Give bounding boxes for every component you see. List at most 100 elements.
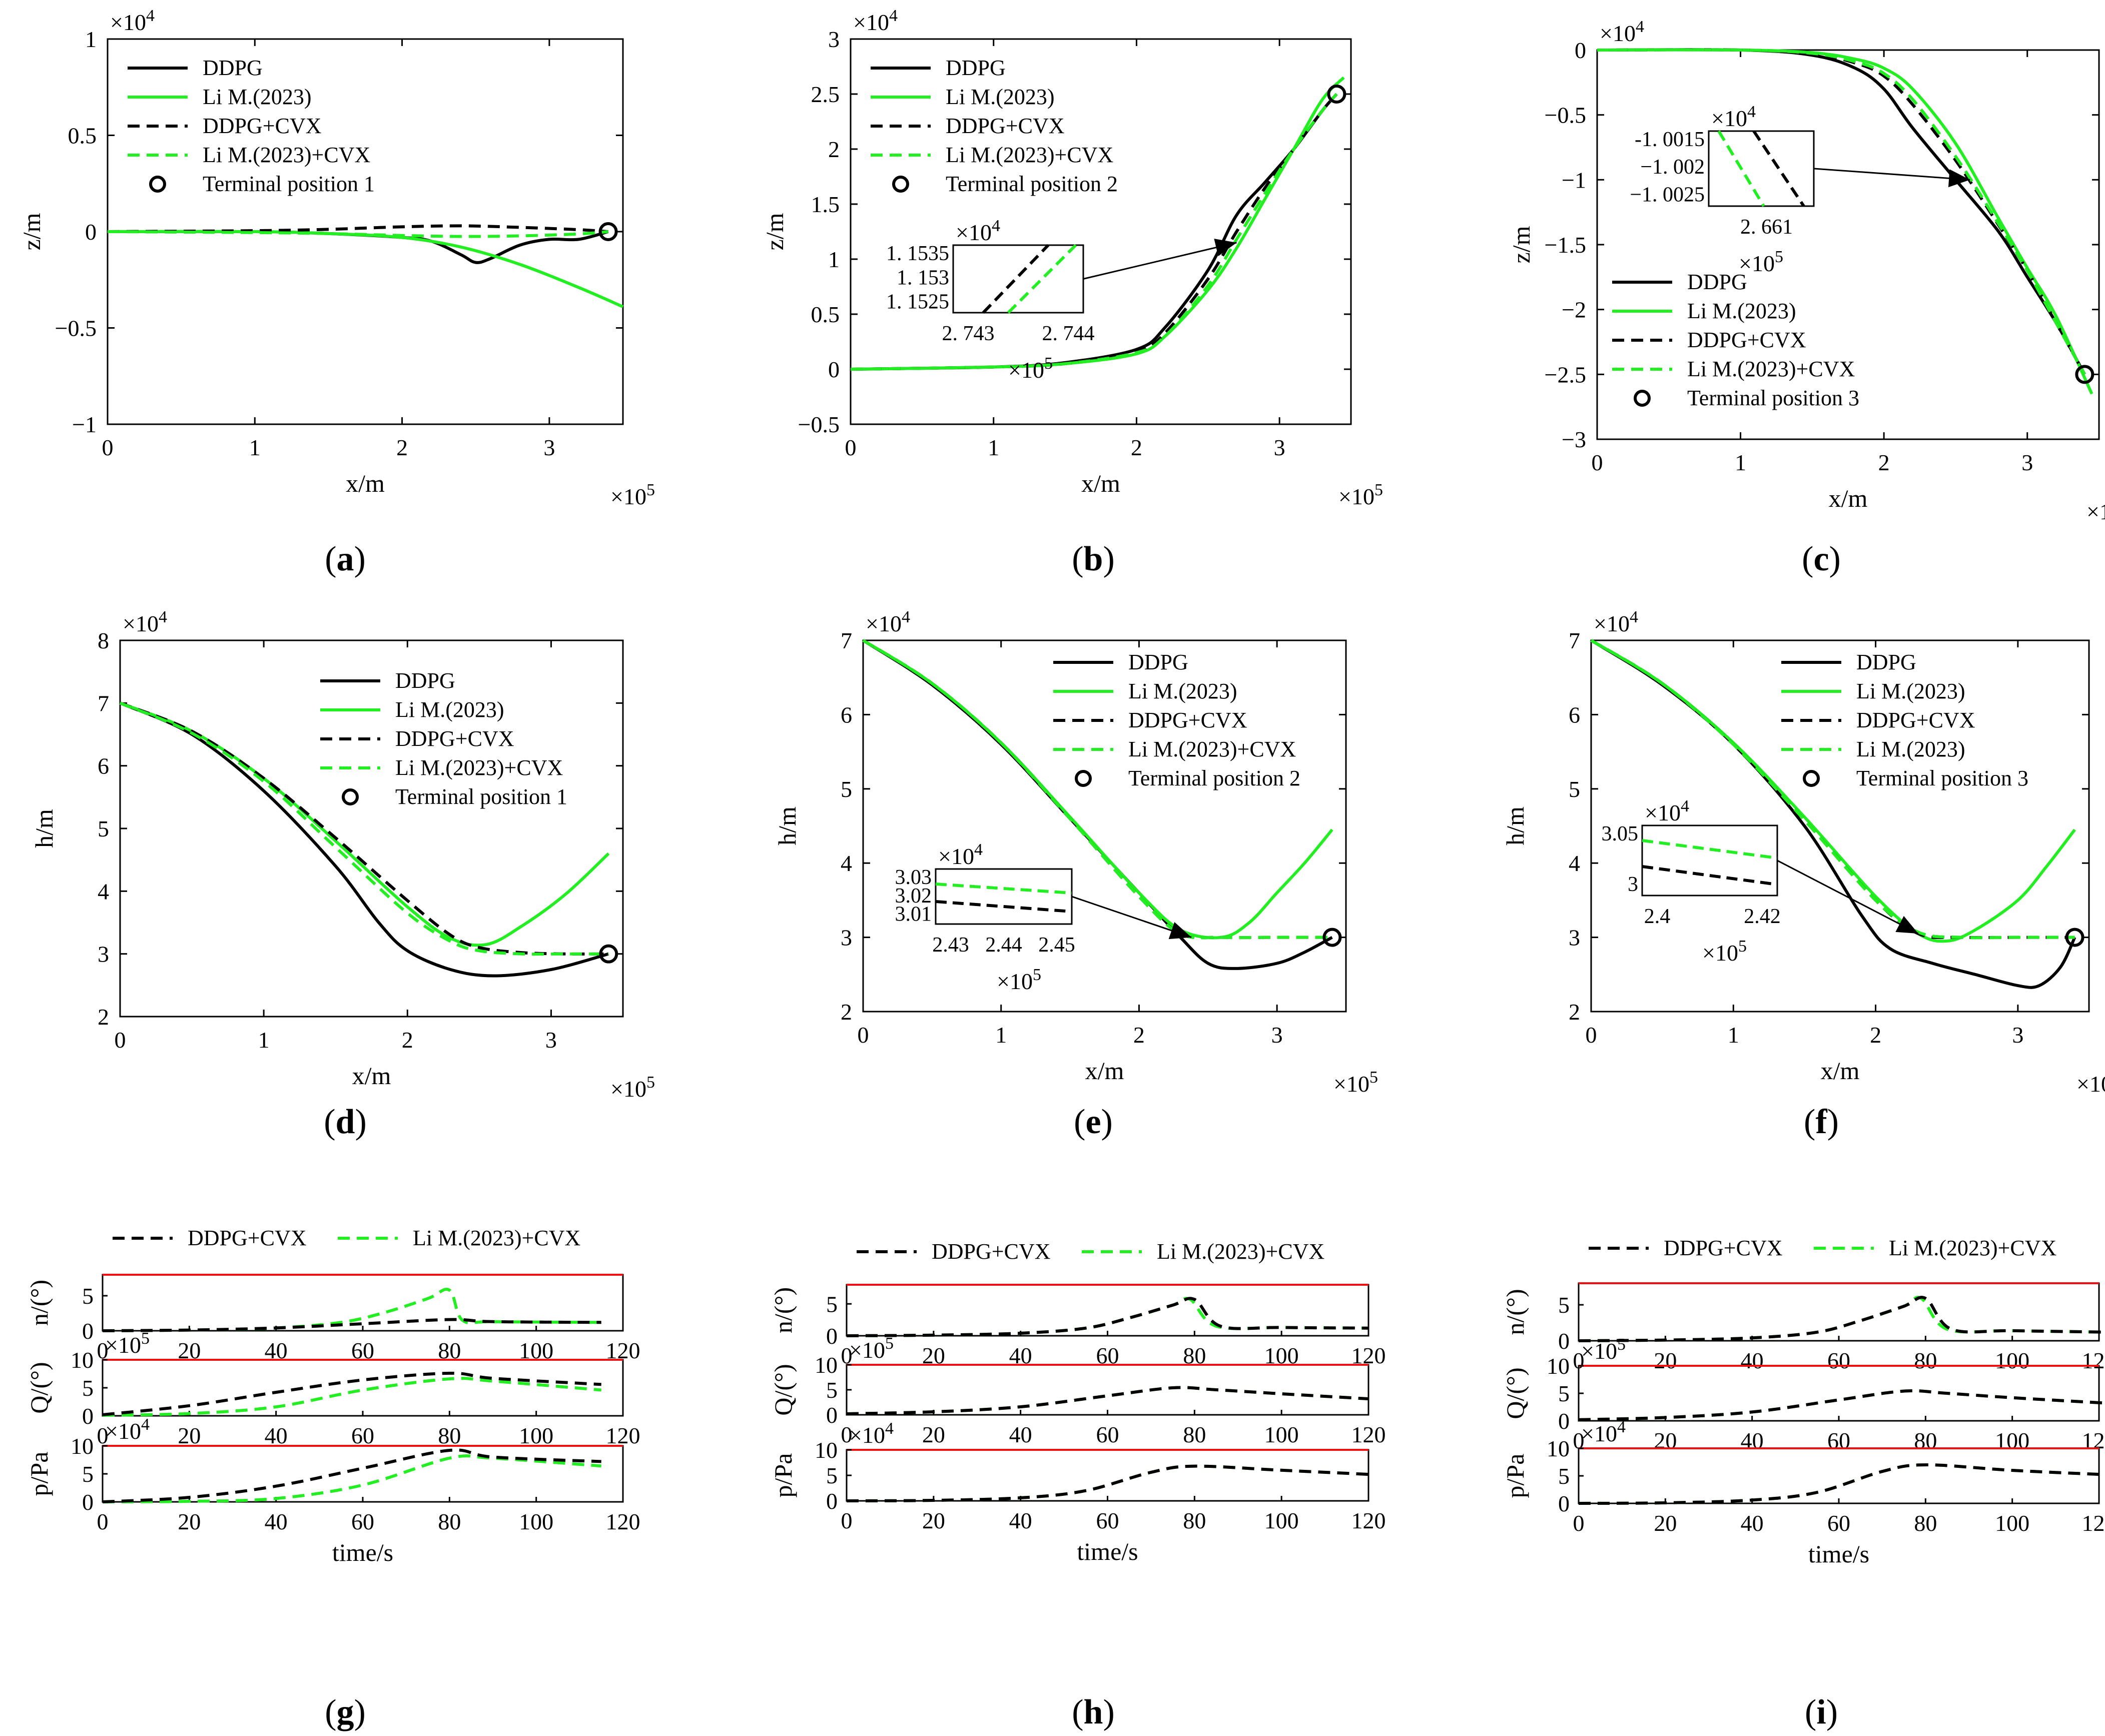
x-tick-label: 100 <box>519 1423 553 1448</box>
series-green-dashed <box>119 701 609 956</box>
series-green-dashed <box>1578 1389 2105 1421</box>
y-axis-label: p/Pa <box>769 1453 797 1498</box>
x-axis-label: x/m <box>352 1062 391 1090</box>
x-tick-label: 2 <box>396 435 408 460</box>
x-tick-label: 0 <box>841 1343 853 1368</box>
x-tick-label: 20 <box>922 1508 945 1533</box>
x-tick-label: 40 <box>1741 1348 1764 1373</box>
series-green-solid <box>107 230 624 308</box>
series-black-dashed <box>846 1464 1369 1502</box>
series-black-solid <box>119 701 609 978</box>
x-exponent-label: ×105 <box>610 1073 655 1102</box>
y-tick-label: 10 <box>71 1433 94 1459</box>
x-tick-label: 120 <box>2082 1428 2105 1453</box>
series-black-dashed <box>119 701 609 956</box>
y-exponent-label: ×104 <box>853 7 898 35</box>
x-axis-label: x/m <box>1081 469 1120 497</box>
series-black-solid <box>1597 48 2086 375</box>
y-tick-label: −1 <box>1562 167 1586 193</box>
x-tick-label: 120 <box>2082 1348 2105 1373</box>
y-axis-label: z/m <box>761 213 789 250</box>
y-tick-label: 0.5 <box>68 123 97 149</box>
x-tick-label: 100 <box>1995 1428 2029 1453</box>
y-tick-label: 5 <box>841 776 852 802</box>
series-black-dashed <box>1597 48 2086 375</box>
panel-label-e: (e) <box>1074 1103 1113 1141</box>
terminal-marker <box>1327 85 1346 104</box>
inset-frame <box>952 244 1084 314</box>
x-tick-label: 0 <box>1573 1348 1585 1373</box>
inset-frame <box>1641 824 1778 897</box>
inset-y-tick: 3.02 <box>895 885 932 908</box>
legend-item-label: Li M.(2023) <box>1856 679 1965 703</box>
legend-item-label: Li M.(2023)+CVX <box>1687 357 1855 381</box>
x-axis-label: x/m <box>1085 1057 1124 1085</box>
x-tick-label: 100 <box>1995 1510 2029 1536</box>
chart-a: 0 1 2 3 −1 −0.5 0 0.5 1 x/m z/m ×105 ×104 DDPG Li M.(2… <box>18 7 655 509</box>
y-tick-label: 0 <box>82 1489 94 1515</box>
legend-item-label: Terminal position 2 <box>1128 766 1300 790</box>
series-black-dashed <box>1578 1296 2105 1342</box>
y-exponent-label: ×104 <box>866 608 910 636</box>
y-tick-label: 0 <box>82 1403 94 1429</box>
inset-arrowhead <box>1168 922 1192 940</box>
x-tick-label: 1 <box>995 1022 1007 1048</box>
plot-frame <box>850 38 1352 425</box>
y-tick-label: −1 <box>72 412 97 437</box>
series-green-dashed <box>862 639 1332 940</box>
x-tick-label: 80 <box>1914 1348 1937 1373</box>
x-tick-label: 60 <box>1096 1422 1119 1447</box>
legend-item-marker <box>342 788 359 805</box>
inset-x-tick: 2.42 <box>1744 905 1781 928</box>
legend-item-label: Li M.(2023)+CVX <box>1889 1236 2056 1260</box>
x-tick-label: 2 <box>1133 1022 1145 1048</box>
y-tick-label: 3 <box>828 27 840 52</box>
x-tick-label: 60 <box>1096 1508 1119 1533</box>
y-tick-label: 0 <box>1558 1328 1570 1354</box>
plot-frame <box>1578 1447 2100 1504</box>
y-tick-label: 6 <box>98 753 109 779</box>
y-tick-label: 2.5 <box>811 82 840 107</box>
series-green-dashed <box>1597 48 2086 375</box>
inset-y-tick: 1. 153 <box>897 266 949 289</box>
inset-series <box>1642 839 1778 859</box>
legend-item-label: Li M.(2023) <box>1128 679 1237 703</box>
terminal-marker <box>599 944 618 964</box>
x-tick-label: 80 <box>438 1423 461 1448</box>
inset-series <box>982 244 1050 314</box>
inset-y-exponent: ×104 <box>1645 797 1689 825</box>
y-tick-label: 10 <box>1547 1436 1570 1461</box>
y-tick-label: −0.5 <box>798 412 840 437</box>
x-tick-label: 120 <box>1351 1422 1386 1447</box>
legend-item-label: DDPG <box>1856 650 1916 674</box>
legend-item-label: Li M.(2023)+CVX <box>203 143 370 167</box>
y-exponent-label: ×104 <box>849 1419 894 1448</box>
inset-x-exponent: ×105 <box>997 966 1041 994</box>
legend-item-label: DDPG+CVX <box>395 726 514 751</box>
y-tick-label: 6 <box>841 702 852 727</box>
y-tick-label: 10 <box>71 1347 94 1373</box>
legend-item-label: Li M.(2023)+CVX <box>395 755 563 780</box>
y-tick-label: 2 <box>841 999 852 1025</box>
y-tick-label: 5 <box>82 1461 94 1487</box>
inset-x-tick: 2. 743 <box>942 322 995 345</box>
x-axis-label: x/m <box>1821 1057 1860 1085</box>
inset-arrow <box>1777 859 1919 935</box>
y-tick-label: 0 <box>1575 38 1586 63</box>
legend-item-marker <box>1634 390 1651 407</box>
inset-y-tick: −1. 002 <box>1640 156 1705 179</box>
x-tick-label: 0 <box>858 1022 869 1048</box>
y-axis-label: p/Pa <box>1501 1454 1529 1498</box>
x-tick-label: 100 <box>519 1509 553 1534</box>
y-tick-label: 3 <box>1569 925 1580 951</box>
x-tick-label: 1 <box>988 435 999 460</box>
y-axis-label: Q/(°) <box>769 1364 797 1415</box>
x-tick-label: 120 <box>2082 1510 2105 1536</box>
x-tick-label: 3 <box>543 435 555 460</box>
x-tick-label: 0 <box>1592 450 1603 475</box>
x-tick-label: 80 <box>1914 1510 1937 1536</box>
panel-label-g: (g) <box>325 1693 366 1731</box>
y-exponent-label: ×104 <box>1594 608 1638 636</box>
x-tick-label: 0 <box>97 1338 109 1363</box>
